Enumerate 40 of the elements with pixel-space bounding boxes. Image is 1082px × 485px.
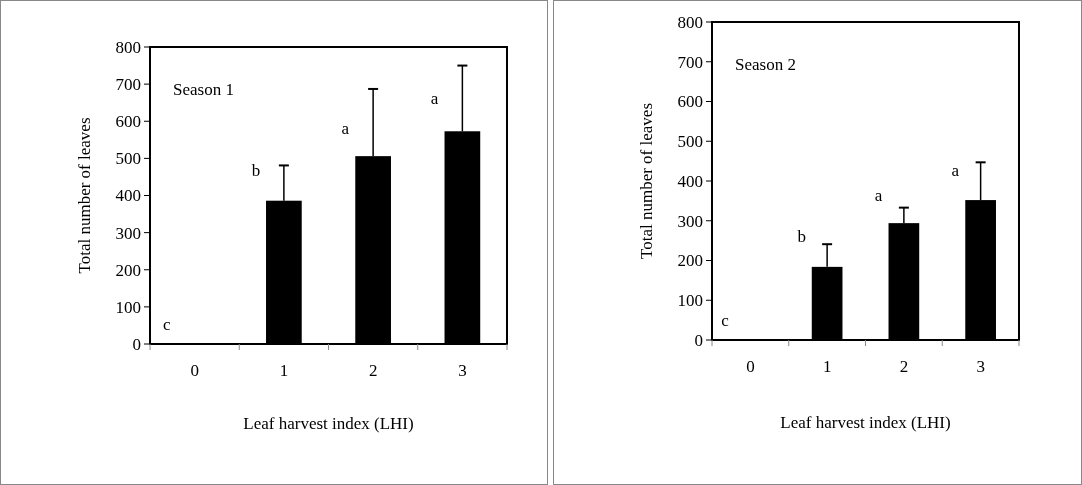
y-tick-label: 800	[677, 12, 703, 32]
x-tick-label: 1	[279, 361, 289, 380]
annotation: a	[341, 118, 350, 138]
y-tick-label: 200	[677, 251, 703, 271]
y-tick-label: 400	[677, 171, 703, 191]
y-tick-label: 100	[677, 291, 703, 311]
annotation: a	[951, 161, 960, 181]
y-tick-label: 500	[677, 132, 703, 152]
y-axis-title: Total number of leaves	[75, 117, 94, 274]
x-tick-label: 2	[368, 361, 378, 380]
y-tick-label: 0	[694, 330, 703, 350]
annotation: c	[721, 311, 730, 330]
annotation: a	[430, 88, 439, 108]
y-tick-label: 800	[115, 37, 141, 57]
y-tick-label: 0	[132, 334, 141, 354]
annotation: b	[251, 160, 261, 180]
y-tick-label: 300	[115, 223, 141, 243]
y-tick-label: 100	[115, 297, 141, 317]
y-tick-label: 700	[115, 75, 141, 95]
x-axis-title: Leaf harvest index (LHI)	[780, 413, 951, 432]
y-tick-label: 500	[115, 149, 141, 169]
x-tick-label: 0	[746, 357, 755, 376]
y-axis-title: Total number of leaves	[637, 102, 656, 260]
x-tick-label: 1	[822, 357, 832, 376]
x-axis-title: Leaf harvest index (LHI)	[243, 414, 414, 433]
y-tick-label: 200	[115, 260, 141, 280]
x-tick-label: 3	[458, 361, 467, 380]
annotation: b	[797, 227, 807, 247]
annotation: Season 2	[735, 55, 796, 74]
y-tick-label: 300	[677, 211, 703, 231]
annotation: c	[163, 315, 171, 334]
x-tick-label: 3	[976, 357, 985, 376]
y-tick-label: 600	[115, 112, 141, 132]
x-tick-label: 2	[899, 357, 909, 376]
y-tick-label: 400	[115, 186, 141, 206]
y-tick-label: 600	[677, 92, 703, 112]
annotation: a	[874, 185, 883, 205]
y-tick-label: 700	[677, 52, 703, 72]
x-tick-label: 0	[190, 361, 199, 380]
annotation: Season 1	[173, 80, 234, 99]
